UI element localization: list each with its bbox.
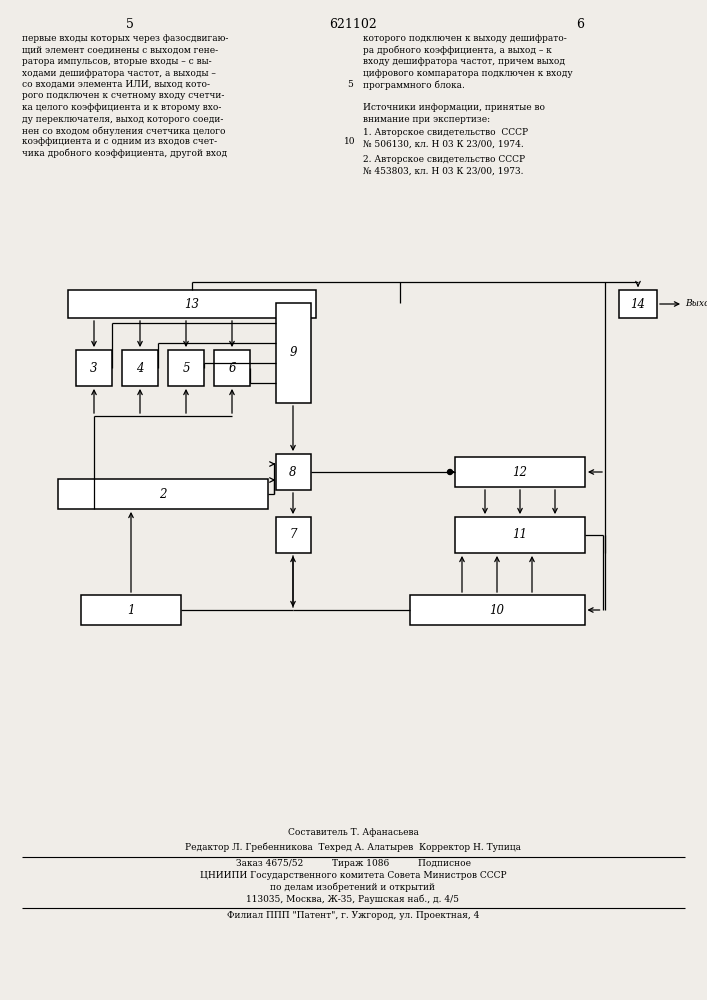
Text: № 453803, кл. Н 03 К 23/00, 1973.: № 453803, кл. Н 03 К 23/00, 1973. — [363, 166, 523, 176]
Text: № 506130, кл. Н 03 К 23/00, 1974.: № 506130, кл. Н 03 К 23/00, 1974. — [363, 139, 524, 148]
Text: 4: 4 — [136, 361, 144, 374]
Text: 8: 8 — [289, 466, 297, 479]
Bar — [455, 517, 585, 553]
Text: цифрового компаратора подключен к входу: цифрового компаратора подключен к входу — [363, 68, 573, 78]
Text: 2. Авторское свидетельство СССР: 2. Авторское свидетельство СССР — [363, 155, 525, 164]
Bar — [276, 454, 310, 490]
Text: 9: 9 — [289, 347, 297, 360]
Text: 1. Авторское свидетельство  СССР: 1. Авторское свидетельство СССР — [363, 128, 528, 137]
Bar — [122, 350, 158, 386]
Text: ка целого коэффициента и к второму вхо-: ка целого коэффициента и к второму вхо- — [22, 103, 221, 112]
Text: со входами элемента ИЛИ, выход кото-: со входами элемента ИЛИ, выход кото- — [22, 80, 210, 89]
Text: ЦНИИПИ Государственного комитета Совета Министров СССР: ЦНИИПИ Государственного комитета Совета … — [199, 871, 506, 880]
Text: 10: 10 — [489, 603, 505, 616]
Text: чика дробного коэффициента, другой вход: чика дробного коэффициента, другой вход — [22, 149, 227, 158]
Bar — [619, 290, 657, 318]
Text: 113035, Москва, Ж-35, Раушская наб., д. 4/5: 113035, Москва, Ж-35, Раушская наб., д. … — [247, 895, 460, 904]
Text: по делам изобретений и открытий: по делам изобретений и открытий — [271, 883, 436, 892]
Bar — [276, 517, 310, 553]
Circle shape — [448, 470, 452, 475]
Text: коэффициента и с одним из входов счет-: коэффициента и с одним из входов счет- — [22, 137, 217, 146]
Bar — [409, 595, 585, 625]
Text: 5: 5 — [347, 80, 353, 89]
Bar — [58, 479, 268, 509]
Text: ра дробного коэффициента, а выход – к: ра дробного коэффициента, а выход – к — [363, 45, 551, 55]
Text: программного блока.: программного блока. — [363, 80, 465, 90]
Bar — [214, 350, 250, 386]
Text: 7: 7 — [289, 528, 297, 542]
Text: Редактор Л. Гребенникова  Техред А. Алатырев  Корректор Н. Тупица: Редактор Л. Гребенникова Техред А. Алаты… — [185, 842, 521, 852]
Bar — [168, 350, 204, 386]
Bar — [76, 350, 112, 386]
Text: 3: 3 — [90, 361, 98, 374]
Text: Источники информации, принятые во: Источники информации, принятые во — [363, 103, 545, 112]
Bar — [455, 457, 585, 487]
Text: 1: 1 — [127, 603, 135, 616]
Text: 2: 2 — [159, 488, 167, 500]
Text: ду переключателя, выход которого соеди-: ду переключателя, выход которого соеди- — [22, 114, 223, 123]
Text: ратора импульсов, вторые входы – с вы-: ратора импульсов, вторые входы – с вы- — [22, 57, 211, 66]
Text: щий элемент соединены с выходом гене-: щий элемент соединены с выходом гене- — [22, 45, 218, 54]
Text: 5: 5 — [126, 18, 134, 31]
Text: 14: 14 — [631, 298, 645, 310]
Text: входу дешифратора частот, причем выход: входу дешифратора частот, причем выход — [363, 57, 565, 66]
Bar — [68, 290, 316, 318]
Text: 12: 12 — [513, 466, 527, 479]
Text: Заказ 4675/52          Тираж 1086          Подписное: Заказ 4675/52 Тираж 1086 Подписное — [235, 859, 470, 868]
Text: Филиал ППП "Патент", г. Ужгород, ул. Проектная, 4: Филиал ППП "Патент", г. Ужгород, ул. Про… — [227, 911, 479, 920]
Text: 5: 5 — [182, 361, 189, 374]
Text: нен со входом обнуления счетчика целого: нен со входом обнуления счетчика целого — [22, 126, 226, 135]
Text: 6: 6 — [228, 361, 235, 374]
Text: первые входы которых через фазосдвигаю-: первые входы которых через фазосдвигаю- — [22, 34, 228, 43]
Bar — [81, 595, 181, 625]
Text: 13: 13 — [185, 298, 199, 310]
Text: 10: 10 — [344, 137, 356, 146]
Text: которого подключен к выходу дешифрато-: которого подключен к выходу дешифрато- — [363, 34, 567, 43]
Text: Выход: Выход — [685, 300, 707, 308]
Text: Составитель Т. Афанасьева: Составитель Т. Афанасьева — [288, 828, 419, 837]
Text: рого подключен к счетному входу счетчи-: рого подключен к счетному входу счетчи- — [22, 92, 224, 101]
Bar — [276, 303, 310, 403]
Text: 6: 6 — [576, 18, 584, 31]
Text: 621102: 621102 — [329, 18, 377, 31]
Text: ходами дешифратора частот, а выходы –: ходами дешифратора частот, а выходы – — [22, 68, 216, 78]
Text: внимание при экспертизе:: внимание при экспертизе: — [363, 114, 490, 123]
Text: 11: 11 — [513, 528, 527, 542]
